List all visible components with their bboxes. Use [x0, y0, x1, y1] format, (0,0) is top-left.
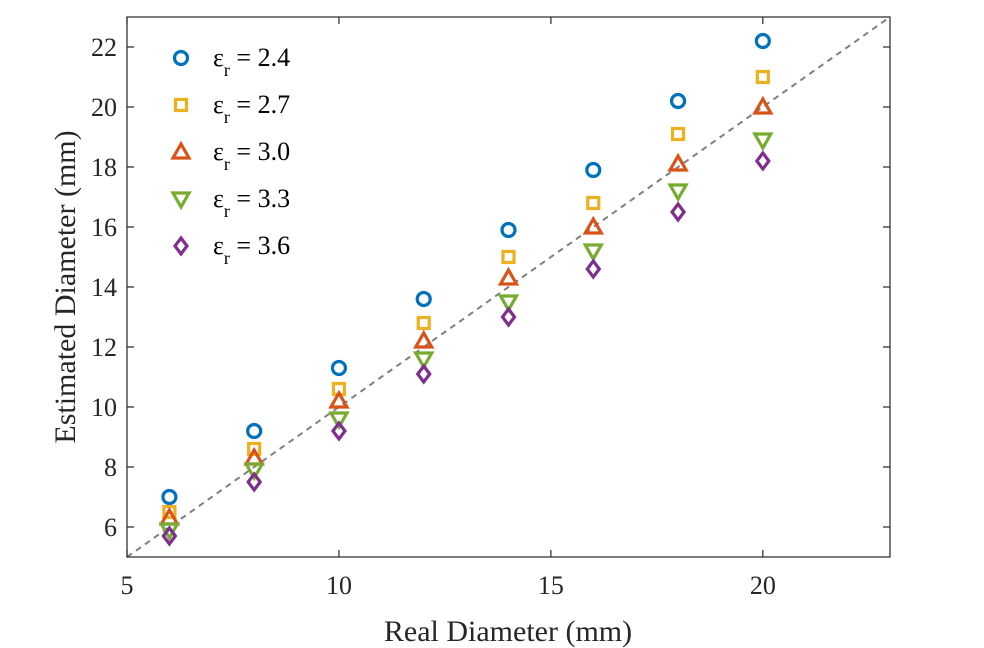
legend-label: εr = 3.6 [213, 231, 290, 268]
data-point [585, 161, 602, 179]
data-point [667, 152, 689, 172]
x-tick-label: 5 [121, 571, 134, 600]
data-point [328, 411, 350, 431]
legend-label: εr = 3.3 [213, 184, 290, 221]
x-tick-label: 10 [326, 571, 352, 600]
data-point [669, 92, 687, 110]
data-point [162, 504, 177, 520]
data-point [497, 294, 520, 314]
data-point [752, 95, 774, 115]
data-point [161, 525, 178, 547]
data-point [586, 195, 601, 211]
data-point [670, 126, 686, 142]
series-5 [161, 150, 771, 547]
y-tick-label: 16 [91, 213, 117, 242]
legend-item: εr = 3.3 [170, 184, 290, 221]
legend-marker [173, 235, 189, 257]
data-point [754, 32, 771, 50]
data-point [501, 249, 516, 265]
data-point [416, 315, 431, 331]
legend: εr = 2.4 εr = 2.7 εr = 3.0 εr = 3.3 εr = 3.6 [170, 43, 290, 268]
y-tick-label: 18 [91, 153, 117, 182]
data-point [243, 462, 265, 482]
y-tick-label: 20 [91, 93, 117, 122]
reference-line-layer [126, 16, 891, 558]
data-point [754, 150, 771, 172]
legend-item: εr = 2.7 [173, 90, 290, 127]
data-point [412, 329, 435, 349]
y-tick-label: 14 [91, 273, 117, 302]
data-point [415, 290, 432, 308]
x-ticks: 5 10 15 20 [121, 17, 776, 600]
data-points [158, 32, 774, 547]
data-point [328, 389, 350, 409]
y-axis-label: Estimated Diameter (mm) [49, 130, 82, 443]
data-point [582, 215, 605, 235]
data-point [415, 363, 432, 385]
legend-item: εr = 3.6 [173, 231, 290, 268]
data-point [582, 243, 605, 263]
data-point [246, 422, 263, 440]
legend-label: εr = 3.0 [213, 137, 290, 174]
legend-marker [173, 97, 189, 113]
legend-label: εr = 2.7 [213, 90, 290, 127]
y-ticks: 6 8 10 12 14 16 18 20 22 [91, 33, 890, 542]
legend-item: εr = 3.0 [170, 137, 290, 174]
data-point [670, 201, 687, 223]
y-tick-label: 6 [104, 513, 117, 542]
y-tick-label: 10 [91, 393, 117, 422]
data-point [330, 420, 347, 442]
data-point [752, 132, 774, 152]
data-point [667, 183, 689, 203]
y-tick-label: 22 [91, 33, 117, 62]
y-tick-label: 8 [104, 453, 117, 482]
series-1 [161, 32, 771, 506]
legend-label: εr = 2.4 [213, 43, 290, 80]
x-tick-label: 15 [538, 571, 564, 600]
x-axis-label: Real Diameter (mm) [384, 615, 632, 648]
data-point [412, 351, 435, 371]
legend-marker [170, 140, 192, 160]
data-point [497, 266, 520, 286]
data-point [246, 471, 263, 493]
data-point [161, 488, 178, 506]
legend-item: εr = 2.4 [172, 43, 290, 80]
data-point [755, 69, 770, 85]
series-2 [162, 69, 770, 520]
x-tick-label: 20 [750, 571, 776, 600]
data-point [500, 306, 517, 328]
legend-marker [172, 49, 190, 67]
data-point [330, 359, 348, 377]
legend-marker [170, 191, 192, 211]
data-point [500, 221, 517, 239]
y-tick-label: 12 [91, 333, 117, 362]
data-point [247, 441, 262, 457]
reference-line [126, 16, 891, 558]
data-point [585, 258, 602, 280]
